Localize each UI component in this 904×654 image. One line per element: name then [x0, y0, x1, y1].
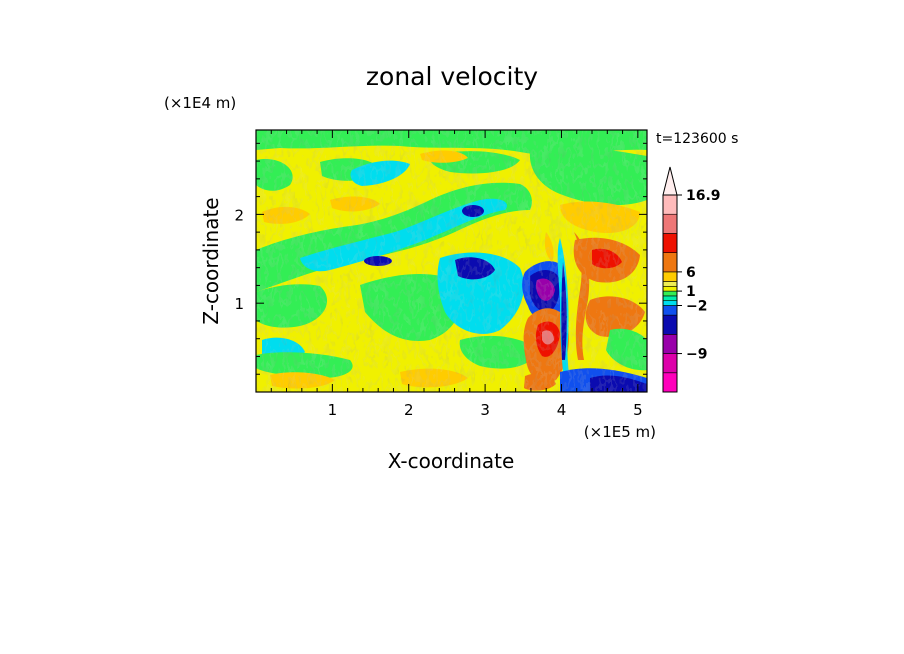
- colorbar-frame: [662, 194, 678, 393]
- y-tick-label: 1: [234, 295, 244, 313]
- colorbar-segment: [662, 372, 678, 393]
- y-axis-title: Z-coordinate: [199, 197, 223, 324]
- colorbar-segment: [662, 314, 678, 335]
- colorbar-segment: [662, 281, 678, 287]
- x-tick-label: 5: [633, 401, 643, 419]
- colorbar-segment: [662, 233, 678, 253]
- contour-field: [256, 130, 647, 392]
- colorbar: 16.9 6 1−2 −9: [662, 166, 721, 393]
- colorbar-segment: [662, 213, 678, 234]
- axes: 1 2 3 4 5 1 2: [234, 130, 647, 419]
- colorbar-segment: [662, 252, 678, 273]
- x-tick-label: 2: [404, 401, 414, 419]
- colorbar-label: 6: [686, 265, 696, 281]
- y-scale-label: (×1E4 m): [164, 94, 236, 112]
- colorbar-label: 1: [686, 284, 696, 300]
- colorbar-segment: [662, 290, 678, 297]
- time-label: t=123600 s: [656, 131, 738, 147]
- x-tick-label: 3: [480, 401, 490, 419]
- colorbar-extension: [662, 166, 678, 196]
- colorbar-segment: [662, 271, 678, 282]
- colorbar-segment: [662, 285, 678, 292]
- plot-frame: [255, 129, 648, 393]
- colorbar-label: 16.9: [686, 188, 721, 204]
- x-tick-label: 4: [557, 401, 567, 419]
- colorbar-label: −9: [686, 347, 707, 363]
- colorbar-label: −2: [686, 299, 707, 315]
- colorbar-segment: [662, 305, 678, 316]
- chart-title: zonal velocity: [366, 62, 538, 91]
- colorbar-segment: [662, 194, 678, 215]
- x-axis-title: X-coordinate: [388, 449, 515, 473]
- y-tick-label: 2: [234, 206, 244, 224]
- x-scale-label: (×1E5 m): [584, 423, 656, 441]
- colorbar-segment: [662, 334, 678, 354]
- colorbar-segment: [662, 295, 678, 302]
- colorbar-segment: [662, 300, 678, 306]
- colorbar-segment: [662, 353, 678, 374]
- x-tick-label: 1: [328, 401, 338, 419]
- field-texture: [256, 130, 647, 392]
